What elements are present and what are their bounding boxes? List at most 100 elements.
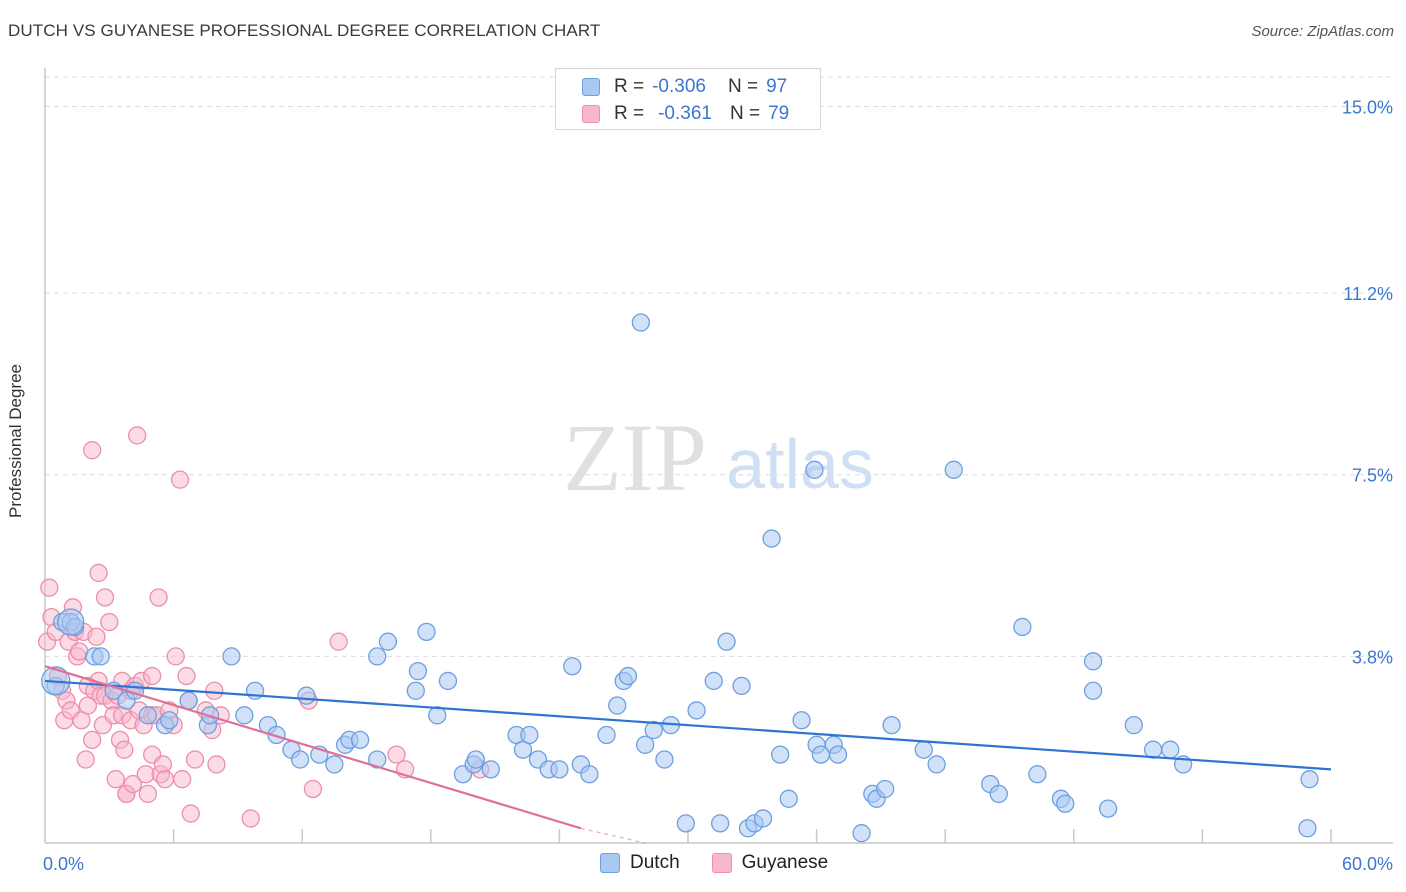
dutch-point	[408, 661, 428, 681]
source-label: Source: ZipAtlas.com	[1251, 23, 1394, 40]
dutch-point	[944, 460, 963, 479]
legend-row-dutch: R = -0.306 N = 97	[582, 75, 787, 99]
guyanese-point	[149, 588, 168, 607]
dutch-point	[882, 716, 901, 735]
dutch-point	[828, 745, 848, 764]
legend-swatch-dutch	[582, 78, 600, 96]
guyanese-point	[128, 426, 147, 445]
dutch-point	[914, 740, 933, 759]
dutch-point	[368, 750, 387, 769]
tick-labels: 3.8% 7.5% 11.2% 15.0% 0.0% 60.0%	[43, 97, 1393, 874]
dutch-point	[580, 765, 599, 784]
correlation-legend: R = -0.306 N = 97 R = -0.361 N = 79	[555, 68, 821, 130]
guyanese-point	[95, 588, 115, 607]
dutch-point	[927, 755, 946, 774]
dutch-point	[550, 760, 569, 779]
dutch-point	[406, 681, 425, 700]
dutch-point	[438, 671, 458, 691]
guyanese-point	[106, 770, 125, 789]
series-legend-dutch[interactable]: Dutch	[600, 852, 680, 874]
dutch-point	[179, 691, 198, 710]
dutch-point	[717, 632, 736, 651]
legend-r-label: R =	[614, 103, 645, 124]
legend-swatch-guyanese	[582, 105, 600, 123]
dutch-point	[235, 706, 254, 725]
axes	[44, 68, 1393, 844]
dutch-point	[1083, 681, 1103, 700]
dutch-point	[753, 809, 773, 828]
dutch-point	[563, 657, 582, 676]
dutch-point	[805, 460, 824, 479]
dutch-trend-line	[44, 679, 1332, 771]
dutch-point	[608, 696, 627, 715]
guyanese-point	[89, 563, 108, 583]
guyanese-point	[83, 441, 102, 460]
y-axis-label-wrap: Professional Degree	[6, 364, 26, 546]
legend-n-label: N =	[729, 103, 761, 124]
dutch-point	[779, 789, 798, 808]
watermark: ZIP atlas	[563, 404, 874, 511]
dutch-point	[618, 666, 638, 686]
dutch-point	[655, 750, 674, 769]
legend-r-value-dutch: -0.306	[652, 76, 706, 97]
series-legend-guyanese-label: Guyanese	[741, 852, 829, 873]
dutch-point	[417, 622, 436, 642]
y-tick-label: 15.0%	[1342, 97, 1393, 117]
guyanese-point	[205, 681, 224, 700]
guyanese-point	[138, 784, 158, 804]
y-axis-label: Professional Degree	[6, 363, 25, 519]
dutch-point	[267, 725, 286, 745]
dutch-point	[325, 755, 344, 774]
guyanese-point	[83, 730, 102, 750]
grid-lines	[45, 76, 1393, 657]
guyanese-point	[123, 774, 143, 794]
guyanese-point	[241, 809, 260, 828]
dutch-point	[368, 647, 387, 666]
guyanese-point	[181, 804, 200, 823]
dutch-point	[732, 676, 751, 696]
series-legend: Dutch Guyanese	[600, 852, 860, 874]
dutch-point	[481, 760, 500, 779]
guyanese-point	[173, 770, 192, 789]
dutch-point	[989, 784, 1008, 804]
guyanese-point	[76, 750, 95, 769]
dutch-points	[41, 313, 1319, 843]
dutch-point	[687, 701, 706, 720]
dutch-point	[222, 647, 241, 666]
dutch-point	[160, 711, 179, 730]
dutch-point	[1161, 740, 1180, 759]
guyanese-point	[100, 612, 119, 632]
y-tick-label: 3.8%	[1352, 647, 1393, 667]
y-tick-label: 7.5%	[1352, 466, 1393, 486]
guyanese-point	[387, 745, 406, 764]
dutch-point	[635, 735, 655, 754]
guyanese-trend-line	[44, 665, 582, 830]
guyanese-trend-extension	[580, 827, 646, 844]
dutch-point	[138, 706, 158, 725]
legend-n-value-dutch: 97	[766, 76, 788, 97]
guyanese-point	[143, 666, 162, 686]
dutch-point	[1300, 770, 1319, 789]
guyanese-point	[40, 578, 59, 597]
guyanese-point	[170, 470, 190, 489]
dutch-point	[1083, 652, 1103, 671]
dutch-point	[704, 671, 723, 691]
dutch-point	[792, 711, 811, 730]
trend-lines	[44, 665, 1332, 844]
legend-r-value-guyanese: -0.361	[658, 103, 712, 124]
y-tick-label: 11.2%	[1343, 284, 1393, 304]
guyanese-point	[87, 627, 106, 646]
dutch-point	[57, 608, 85, 636]
dutch-point	[1056, 794, 1075, 813]
watermark-zip: ZIP	[563, 404, 707, 511]
guyanese-point	[207, 755, 226, 774]
series-legend-guyanese[interactable]: Guyanese	[711, 852, 829, 874]
chart-title: DUTCH VS GUYANESE PROFESSIONAL DEGREE CO…	[8, 21, 601, 40]
guyanese-point	[303, 779, 323, 799]
dutch-point	[378, 632, 398, 651]
guyanese-swatch-icon	[711, 853, 732, 873]
guyanese-point	[185, 750, 205, 769]
legend-r-label: R =	[614, 76, 645, 97]
guyanese-point	[329, 632, 348, 651]
